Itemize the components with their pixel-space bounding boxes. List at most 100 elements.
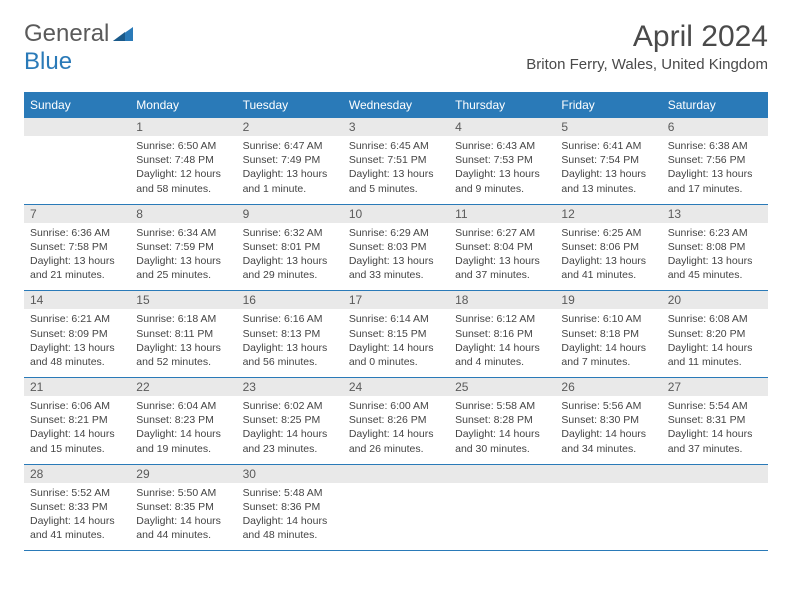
day-cell: Sunrise: 5:54 AMSunset: 8:31 PMDaylight:… — [662, 396, 768, 464]
sunrise-text: Sunrise: 6:16 AM — [243, 312, 337, 326]
day-number: 7 — [24, 204, 130, 223]
day-header-row: Sunday Monday Tuesday Wednesday Thursday… — [24, 93, 768, 118]
sunrise-text: Sunrise: 6:06 AM — [30, 399, 124, 413]
sunset-text: Sunset: 8:18 PM — [561, 327, 655, 341]
sunrise-text: Sunrise: 6:02 AM — [243, 399, 337, 413]
day-header: Monday — [130, 93, 236, 118]
day-cell: Sunrise: 6:10 AMSunset: 8:18 PMDaylight:… — [555, 309, 661, 377]
sunset-text: Sunset: 7:48 PM — [136, 153, 230, 167]
sunset-text: Sunset: 7:58 PM — [30, 240, 124, 254]
sunset-text: Sunset: 8:03 PM — [349, 240, 443, 254]
day-cell: Sunrise: 5:58 AMSunset: 8:28 PMDaylight:… — [449, 396, 555, 464]
day-cell: Sunrise: 6:06 AMSunset: 8:21 PMDaylight:… — [24, 396, 130, 464]
day-number: 10 — [343, 204, 449, 223]
day-cell: Sunrise: 6:14 AMSunset: 8:15 PMDaylight:… — [343, 309, 449, 377]
sunrise-text: Sunrise: 6:25 AM — [561, 226, 655, 240]
daylight-text: Daylight: 13 hours and 17 minutes. — [668, 167, 762, 195]
sunrise-text: Sunrise: 6:27 AM — [455, 226, 549, 240]
sunset-text: Sunset: 8:20 PM — [668, 327, 762, 341]
sunrise-text: Sunrise: 6:45 AM — [349, 139, 443, 153]
daylight-text: Daylight: 14 hours and 48 minutes. — [243, 514, 337, 542]
sunset-text: Sunset: 8:21 PM — [30, 413, 124, 427]
day-cell: Sunrise: 6:27 AMSunset: 8:04 PMDaylight:… — [449, 223, 555, 291]
sunrise-text: Sunrise: 6:47 AM — [243, 139, 337, 153]
day-header: Wednesday — [343, 93, 449, 118]
sunrise-text: Sunrise: 6:10 AM — [561, 312, 655, 326]
sunset-text: Sunset: 7:59 PM — [136, 240, 230, 254]
daylight-text: Daylight: 14 hours and 34 minutes. — [561, 427, 655, 455]
day-number: 20 — [662, 291, 768, 310]
day-number: 2 — [237, 118, 343, 137]
sunset-text: Sunset: 8:25 PM — [243, 413, 337, 427]
day-number: 15 — [130, 291, 236, 310]
day-number: 16 — [237, 291, 343, 310]
day-number: 12 — [555, 204, 661, 223]
daylight-text: Daylight: 13 hours and 52 minutes. — [136, 341, 230, 369]
day-number: 3 — [343, 118, 449, 137]
day-number: 21 — [24, 378, 130, 397]
daynum-row: 78910111213 — [24, 204, 768, 223]
sunrise-text: Sunrise: 5:50 AM — [136, 486, 230, 500]
daylight-text: Daylight: 14 hours and 19 minutes. — [136, 427, 230, 455]
sunset-text: Sunset: 8:31 PM — [668, 413, 762, 427]
day-cell: Sunrise: 5:56 AMSunset: 8:30 PMDaylight:… — [555, 396, 661, 464]
day-number: 11 — [449, 204, 555, 223]
day-header: Thursday — [449, 93, 555, 118]
day-cell: Sunrise: 6:08 AMSunset: 8:20 PMDaylight:… — [662, 309, 768, 377]
daylight-text: Daylight: 14 hours and 11 minutes. — [668, 341, 762, 369]
daylight-text: Daylight: 13 hours and 1 minute. — [243, 167, 337, 195]
sunrise-text: Sunrise: 6:34 AM — [136, 226, 230, 240]
day-number — [555, 464, 661, 483]
sunset-text: Sunset: 8:13 PM — [243, 327, 337, 341]
day-cell: Sunrise: 6:02 AMSunset: 8:25 PMDaylight:… — [237, 396, 343, 464]
calendar-body: 123456Sunrise: 6:50 AMSunset: 7:48 PMDay… — [24, 118, 768, 551]
day-number: 1 — [130, 118, 236, 137]
location-text: Briton Ferry, Wales, United Kingdom — [526, 56, 768, 73]
daylight-text: Daylight: 13 hours and 13 minutes. — [561, 167, 655, 195]
sunset-text: Sunset: 8:09 PM — [30, 327, 124, 341]
day-cell: Sunrise: 6:34 AMSunset: 7:59 PMDaylight:… — [130, 223, 236, 291]
sunrise-text: Sunrise: 6:50 AM — [136, 139, 230, 153]
daynum-row: 21222324252627 — [24, 378, 768, 397]
day-cell: Sunrise: 6:21 AMSunset: 8:09 PMDaylight:… — [24, 309, 130, 377]
day-cell: Sunrise: 6:43 AMSunset: 7:53 PMDaylight:… — [449, 136, 555, 204]
day-number: 28 — [24, 464, 130, 483]
sunset-text: Sunset: 8:26 PM — [349, 413, 443, 427]
day-cell: Sunrise: 5:48 AMSunset: 8:36 PMDaylight:… — [237, 483, 343, 551]
sunset-text: Sunset: 7:56 PM — [668, 153, 762, 167]
day-cell: Sunrise: 6:32 AMSunset: 8:01 PMDaylight:… — [237, 223, 343, 291]
sunset-text: Sunset: 7:53 PM — [455, 153, 549, 167]
page-title: April 2024 — [526, 20, 768, 54]
sunrise-text: Sunrise: 6:08 AM — [668, 312, 762, 326]
day-number — [24, 118, 130, 137]
daylight-text: Daylight: 12 hours and 58 minutes. — [136, 167, 230, 195]
sunset-text: Sunset: 8:15 PM — [349, 327, 443, 341]
content-row: Sunrise: 6:50 AMSunset: 7:48 PMDaylight:… — [24, 136, 768, 204]
daylight-text: Daylight: 13 hours and 37 minutes. — [455, 254, 549, 282]
sunrise-text: Sunrise: 6:29 AM — [349, 226, 443, 240]
daylight-text: Daylight: 13 hours and 56 minutes. — [243, 341, 337, 369]
sunrise-text: Sunrise: 6:12 AM — [455, 312, 549, 326]
sunrise-text: Sunrise: 6:21 AM — [30, 312, 124, 326]
day-cell: Sunrise: 6:45 AMSunset: 7:51 PMDaylight:… — [343, 136, 449, 204]
sunrise-text: Sunrise: 6:43 AM — [455, 139, 549, 153]
sunrise-text: Sunrise: 5:54 AM — [668, 399, 762, 413]
day-cell — [449, 483, 555, 551]
day-number: 8 — [130, 204, 236, 223]
day-header: Saturday — [662, 93, 768, 118]
daylight-text: Daylight: 14 hours and 0 minutes. — [349, 341, 443, 369]
day-number — [343, 464, 449, 483]
sunset-text: Sunset: 8:35 PM — [136, 500, 230, 514]
daylight-text: Daylight: 14 hours and 15 minutes. — [30, 427, 124, 455]
day-header: Tuesday — [237, 93, 343, 118]
day-cell: Sunrise: 6:04 AMSunset: 8:23 PMDaylight:… — [130, 396, 236, 464]
day-cell: Sunrise: 6:50 AMSunset: 7:48 PMDaylight:… — [130, 136, 236, 204]
sunset-text: Sunset: 8:06 PM — [561, 240, 655, 254]
day-number: 9 — [237, 204, 343, 223]
daylight-text: Daylight: 14 hours and 26 minutes. — [349, 427, 443, 455]
logo-triangle-icon — [113, 28, 133, 45]
sunset-text: Sunset: 8:16 PM — [455, 327, 549, 341]
daylight-text: Daylight: 13 hours and 9 minutes. — [455, 167, 549, 195]
daylight-text: Daylight: 13 hours and 21 minutes. — [30, 254, 124, 282]
content-row: Sunrise: 6:06 AMSunset: 8:21 PMDaylight:… — [24, 396, 768, 464]
